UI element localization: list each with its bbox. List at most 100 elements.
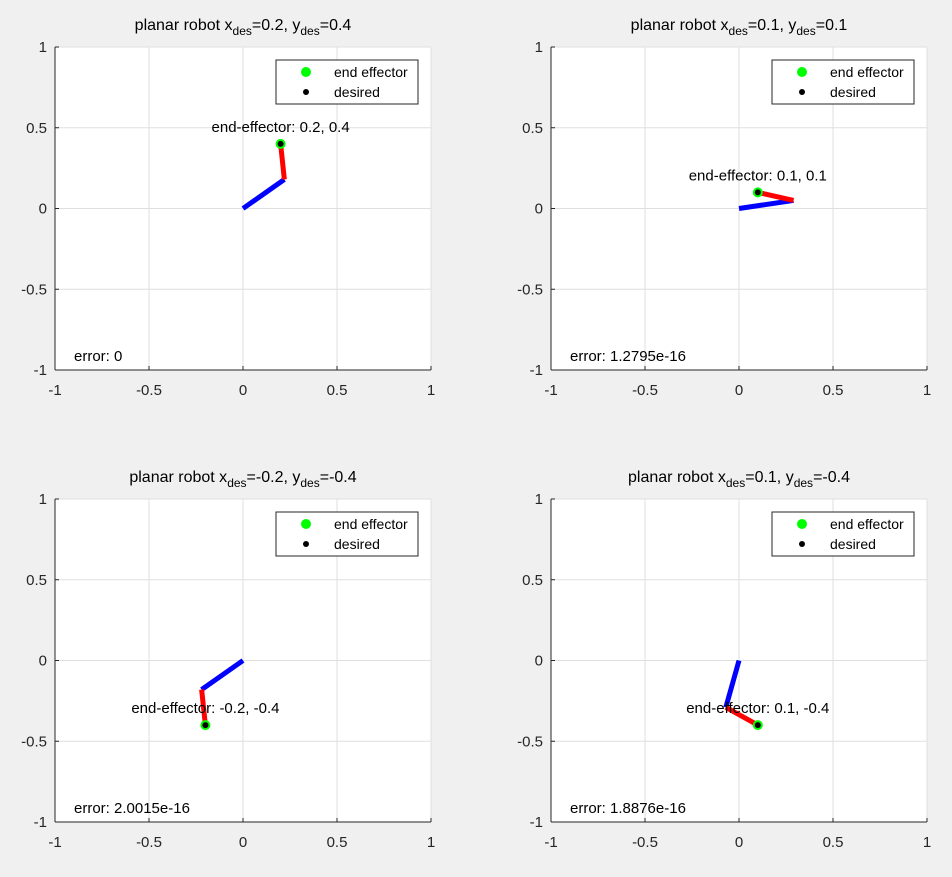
link-1-line — [723, 659, 742, 709]
y-tick-label: 0 — [39, 201, 47, 218]
chart-title: planar robot xdes=0.1, ydes=0.1 — [631, 17, 848, 38]
x-tick-label: -0.5 — [632, 834, 658, 851]
chart-title: planar robot xdes=0.1, ydes=-0.4 — [628, 469, 850, 490]
y-tick-label: 1 — [535, 491, 543, 508]
y-tick-label: 0.5 — [522, 120, 543, 137]
x-tick-label: -0.5 — [632, 382, 658, 399]
link-2-line — [199, 689, 208, 726]
x-tick-label: 0 — [239, 834, 247, 851]
title-segment: planar robot x — [628, 469, 726, 486]
y-tick-label: -0.5 — [21, 733, 47, 750]
legend-label-end-effector: end effector — [830, 516, 904, 532]
y-tick-label: 0 — [39, 653, 47, 670]
x-tick-label: 0 — [735, 382, 743, 399]
link-1-line — [738, 197, 794, 211]
title-segment: planar robot x — [631, 17, 729, 34]
y-tick-label: 0.5 — [26, 572, 47, 589]
title-segment: =-0.4 — [813, 469, 850, 486]
y-tick-label: 0.5 — [522, 572, 543, 589]
legend: end effector desired — [275, 511, 419, 557]
title-subscript: des — [233, 24, 252, 38]
legend-label-desired: desired — [334, 84, 380, 100]
y-tick-label: -0.5 — [517, 733, 543, 750]
y-tick-label: -1 — [34, 362, 47, 379]
legend-end-effector-marker — [797, 67, 807, 77]
title-segment: =0.1 — [816, 17, 848, 34]
x-tick-label: 1 — [923, 834, 931, 851]
x-tick-label: 1 — [427, 834, 435, 851]
legend-box — [771, 511, 915, 557]
y-tick-label: -1 — [34, 814, 47, 831]
legend-label-desired: desired — [334, 536, 380, 552]
legend: end effector desired — [771, 59, 915, 105]
x-tick-label: 1 — [427, 382, 435, 399]
legend: end effector desired — [771, 511, 915, 557]
x-tick-label: 0.5 — [823, 834, 844, 851]
y-tick-label: -0.5 — [21, 281, 47, 298]
x-tick-label: -0.5 — [136, 382, 162, 399]
desired-marker — [202, 722, 209, 729]
legend-desired-marker — [303, 89, 309, 95]
link-2-line — [757, 189, 795, 203]
legend-end-effector-marker — [301, 519, 311, 529]
desired-marker — [277, 140, 284, 147]
link-1-line — [200, 658, 245, 692]
error-label: error: 1.8876e-16 — [570, 800, 686, 817]
x-tick-label: -1 — [544, 834, 557, 851]
legend-end-effector-marker — [301, 67, 311, 77]
title-subscript: des — [729, 24, 748, 38]
link-2-line — [278, 143, 287, 180]
legend-label-desired: desired — [830, 84, 876, 100]
error-label: error: 0 — [74, 348, 122, 365]
title-segment: =-0.4 — [320, 469, 357, 486]
legend-box — [771, 59, 915, 105]
x-tick-label: 1 — [923, 382, 931, 399]
y-tick-label: 1 — [39, 39, 47, 56]
title-segment: planar robot x — [135, 17, 233, 34]
x-tick-label: 0 — [735, 834, 743, 851]
title-segment: =0.2, y — [252, 17, 300, 34]
error-label: error: 1.2795e-16 — [570, 348, 686, 365]
title-subscript: des — [227, 476, 246, 490]
title-segment: =0.1, y — [745, 469, 793, 486]
end-effector-annotation: end-effector: 0.1, 0.1 — [689, 167, 827, 184]
x-tick-label: -0.5 — [136, 834, 162, 851]
y-tick-label: -0.5 — [517, 281, 543, 298]
x-tick-label: -1 — [544, 382, 557, 399]
link-2-line — [724, 705, 760, 728]
legend-label-end-effector: end effector — [334, 516, 408, 532]
desired-marker — [754, 189, 761, 196]
title-segment: =0.4 — [320, 17, 352, 34]
y-tick-label: -1 — [530, 814, 543, 831]
x-tick-label: 0.5 — [327, 382, 348, 399]
legend-end-effector-marker — [797, 519, 807, 529]
desired-marker — [754, 722, 761, 729]
y-tick-label: 1 — [535, 39, 543, 56]
legend-desired-marker — [799, 89, 805, 95]
legend-box — [275, 59, 419, 105]
title-subscript: des — [300, 476, 319, 490]
x-tick-label: -1 — [48, 382, 61, 399]
legend-box — [275, 511, 419, 557]
legend-label-end-effector: end effector — [334, 64, 408, 80]
title-subscript: des — [796, 24, 815, 38]
y-tick-label: -1 — [530, 362, 543, 379]
title-segment: =0.1, y — [748, 17, 796, 34]
title-subscript: des — [794, 476, 813, 490]
link-1-line — [241, 177, 286, 211]
x-tick-label: 0 — [239, 382, 247, 399]
x-tick-label: 0.5 — [823, 382, 844, 399]
legend: end effector desired — [275, 59, 419, 105]
y-tick-label: 0 — [535, 201, 543, 218]
chart-title: planar robot xdes=0.2, ydes=0.4 — [135, 17, 352, 38]
legend-label-desired: desired — [830, 536, 876, 552]
title-subscript: des — [726, 476, 745, 490]
title-segment: =-0.2, y — [247, 469, 301, 486]
x-tick-label: -1 — [48, 834, 61, 851]
end-effector-annotation: end-effector: -0.2, -0.4 — [131, 700, 279, 717]
